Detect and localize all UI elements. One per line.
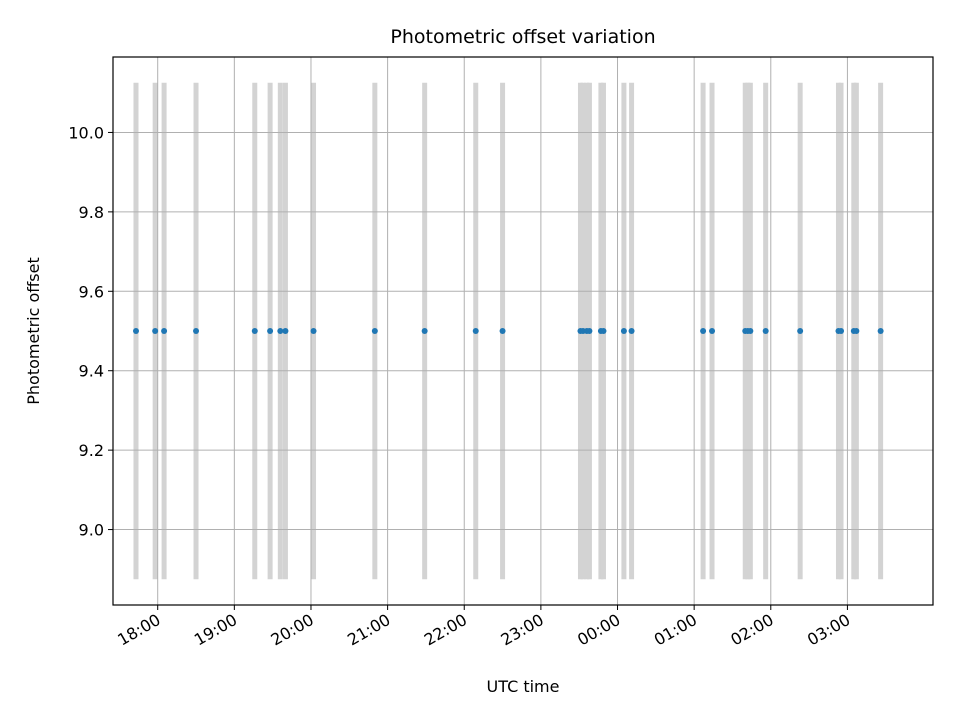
data-point — [277, 328, 284, 334]
data-point — [499, 328, 506, 334]
data-point — [282, 328, 289, 334]
data-point — [310, 328, 317, 334]
data-point — [853, 328, 860, 334]
data-point — [747, 328, 754, 334]
y-tick-label: 9.4 — [79, 362, 104, 381]
data-points — [132, 328, 884, 334]
data-point — [267, 328, 274, 334]
data-point — [600, 328, 607, 334]
x-axis-label: UTC time — [487, 677, 560, 696]
data-point — [877, 328, 884, 334]
data-point — [161, 328, 168, 334]
data-point — [371, 328, 378, 334]
data-point — [709, 328, 716, 334]
data-point — [421, 328, 428, 334]
data-point — [193, 328, 200, 334]
plot-frame — [112, 56, 934, 606]
y-tick-label: 9.2 — [79, 441, 104, 460]
y-tick-label: 10.0 — [68, 123, 104, 142]
data-point — [762, 328, 769, 334]
y-tick-label: 9.0 — [79, 521, 104, 540]
data-point — [251, 328, 258, 334]
y-axis-ticks: 9.0 9.2 9.4 9.6 9.8 10.0 — [68, 123, 113, 540]
data-point — [132, 328, 139, 334]
data-point — [700, 328, 707, 334]
y-axis-label: Photometric offset — [24, 257, 43, 405]
data-point — [797, 328, 804, 334]
data-point — [838, 328, 845, 334]
y-tick-label: 9.8 — [79, 203, 104, 222]
data-point — [472, 328, 479, 334]
data-point — [628, 328, 635, 334]
data-point — [620, 328, 627, 334]
data-point — [152, 328, 159, 334]
y-tick-label: 9.6 — [79, 282, 104, 301]
data-point — [586, 328, 593, 334]
chart-title: Photometric offset variation — [390, 26, 655, 48]
